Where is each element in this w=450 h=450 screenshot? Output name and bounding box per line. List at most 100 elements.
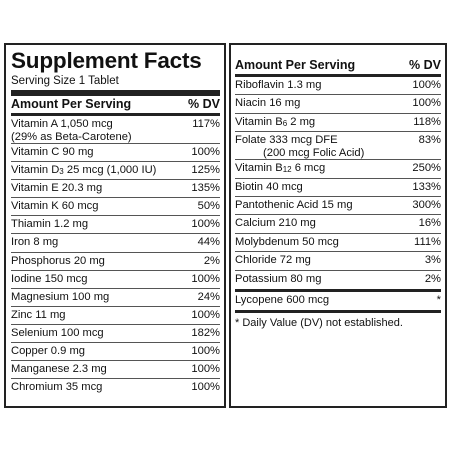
- nutrient-row: Potassium 80 mg 2%: [235, 271, 441, 289]
- nutrient-row: Chloride 72 mg 3%: [235, 252, 441, 271]
- nutrient-name-main: Biotin 40 mcg: [235, 180, 303, 193]
- nutrient-name-main: Vitamin A 1,050 mcg: [11, 118, 113, 130]
- nutrient-dv: 100%: [191, 381, 220, 394]
- nutrient-row: Selenium 100 mcg 182%: [11, 325, 220, 344]
- amount-header: Amount Per Serving % DV: [11, 96, 220, 113]
- nutrient-name: Vitamin D3 25 mcg (1,000 IU): [11, 164, 156, 177]
- nutrient-dv: 100%: [191, 345, 220, 358]
- nutrient-name: Manganese 2.3 mg: [11, 363, 107, 376]
- header-divider: [235, 74, 441, 77]
- nutrient-dv: 118%: [413, 115, 441, 128]
- nutrient-dv: 100%: [191, 272, 220, 285]
- nutrient-row: Copper 0.9 mg 100%: [11, 343, 220, 362]
- nutrient-row: Manganese 2.3 mg 100%: [11, 361, 220, 380]
- nutrient-subscript: 6: [282, 118, 288, 128]
- dv-header-label: % DV: [409, 58, 441, 72]
- nutrient-name-main: Calcium 210 mg: [235, 217, 316, 230]
- nutrient-row: Vitamin D3 25 mcg (1,000 IU) 125%: [11, 162, 220, 181]
- nutrient-dv: 50%: [197, 200, 220, 213]
- nutrient-name: Iodine 150 mcg: [11, 273, 88, 286]
- nutrient-dv: 135%: [191, 182, 220, 195]
- nutrient-name: Zinc 11 mg: [11, 309, 66, 322]
- amount-per-serving-label: Amount Per Serving: [11, 97, 132, 111]
- extra-nutrient: Lycopene 600 mcg *: [235, 292, 441, 310]
- nutrient-name-main: Molybdenum 50 mcg: [235, 235, 339, 248]
- nutrient-dv: 2%: [203, 254, 220, 267]
- nutrient-list-left: Vitamin A 1,050 mcg (29% as Beta-Carotene…: [11, 116, 220, 397]
- nutrient-name: Copper 0.9 mg: [11, 345, 85, 358]
- nutrient-name-part: Vitamin B: [235, 115, 283, 128]
- nutrient-name-main: Potassium 80 mg: [235, 272, 322, 285]
- nutrient-row: Biotin 40 mcg 133%: [235, 179, 441, 197]
- nutrient-name: Vitamin B12 6 mcg: [235, 162, 325, 175]
- nutrient-row: Pantothenic Acid 15 mg 300%: [235, 197, 441, 216]
- nutrient-dv: 250%: [412, 162, 441, 175]
- nutrient-row: Vitamin C 90 mg 100%: [11, 144, 220, 163]
- nutrient-list-right: Riboflavin 1.3 mg 100% Niacin 16 mg 100% Vit…: [235, 77, 441, 289]
- nutrient-row: Lycopene 600 mcg *: [235, 292, 441, 310]
- nutrient-name: Iron 8 mg: [11, 236, 58, 249]
- nutrient-row: Zinc 11 mg 100%: [11, 307, 220, 325]
- nutrient-row: Iron 8 mg 44%: [11, 234, 220, 253]
- nutrient-name: Lycopene 600 mcg: [235, 293, 330, 306]
- nutrient-name-main: Folate 333 mcg DFE: [235, 134, 338, 147]
- facts-title: Supplement Facts: [11, 48, 202, 73]
- nutrient-dv: 100%: [191, 363, 220, 376]
- nutrient-name-part: Vitamin D: [11, 164, 60, 177]
- nutrient-name-main: Vitamin C 90 mg: [11, 146, 94, 158]
- nutrient-name: Calcium 210 mg: [235, 217, 316, 230]
- nutrient-name-main: Selenium 100 mcg: [11, 326, 104, 339]
- nutrient-name-main: Iron 8 mg: [11, 236, 59, 249]
- supplement-facts-right-panel: Amount Per Serving % DV Riboflavin 1.3 m…: [229, 43, 447, 408]
- nutrient-name: Magnesium 100 mg: [11, 291, 109, 304]
- nutrient-name: Potassium 80 mg: [235, 273, 321, 287]
- nutrient-row: Iodine 150 mcg 100%: [11, 271, 220, 289]
- nutrient-row: Chromium 35 mcg 100%: [11, 379, 220, 397]
- nutrient-row: Phosphorus 20 mg 2%: [11, 253, 220, 271]
- nutrient-name: Selenium 100 mcg: [11, 327, 104, 340]
- nutrient-name-main: Chromium 35 mcg: [11, 381, 103, 394]
- nutrient-name-part: Vitamin B: [235, 162, 283, 175]
- section-divider: [235, 288, 441, 292]
- nutrient-name-main: Pantothenic Acid 15 mg: [235, 198, 353, 211]
- nutrient-name-main: Phosphorus 20 mg: [11, 254, 105, 267]
- nutrient-name-main: Niacin 16 mg: [235, 97, 301, 110]
- nutrient-name-main: Vitamin E 20.3 mg: [11, 182, 103, 195]
- nutrient-name-main: Chloride 72 mg: [235, 254, 311, 267]
- nutrient-name-part: 2 mg: [287, 115, 316, 128]
- supplement-facts-left-panel: Supplement Facts Serving Size 1 Tablet A…: [4, 43, 226, 408]
- nutrient-name-main: Copper 0.9 mg: [11, 345, 86, 358]
- nutrient-name-part: 6 mcg: [291, 162, 326, 175]
- amount-per-serving-label: Amount Per Serving: [235, 58, 356, 72]
- header-divider: [11, 113, 220, 116]
- nutrient-row: Molybdenum 50 mcg 111%: [235, 234, 441, 253]
- nutrient-row: Folate 333 mcg DFE (200 mcg Folic Acid) 83…: [235, 132, 441, 161]
- nutrient-name: Phosphorus 20 mg: [11, 255, 105, 268]
- nutrient-subscript: 12: [282, 165, 292, 175]
- nutrient-row: Magnesium 100 mg 24%: [11, 289, 220, 307]
- nutrient-name: Vitamin E 20.3 mg: [11, 182, 102, 195]
- serving-size: Serving Size 1 Tablet: [11, 75, 119, 87]
- nutrient-name-main: Magnesium 100 mg: [11, 290, 110, 303]
- nutrient-name: Chromium 35 mcg: [11, 381, 102, 395]
- nutrient-name-main: Iodine 150 mcg: [11, 272, 88, 285]
- nutrient-row: Vitamin B12 6 mcg 250%: [235, 160, 441, 179]
- nutrient-name: Chloride 72 mg: [235, 254, 311, 267]
- nutrient-dv: 83%: [418, 134, 441, 147]
- amount-header: Amount Per Serving % DV: [235, 57, 441, 74]
- nutrient-name-main: Zinc 11 mg: [11, 308, 66, 321]
- nutrient-name-part: 25 mcg (1,000 IU): [63, 164, 157, 177]
- nutrient-row: Vitamin A 1,050 mcg (29% as Beta-Carotene…: [11, 116, 220, 144]
- nutrient-row: Vitamin K 60 mcg 50%: [11, 198, 220, 217]
- nutrient-name: Niacin 16 mg: [235, 97, 300, 110]
- nutrient-row: Calcium 210 mg 16%: [235, 215, 441, 234]
- nutrient-dv: *: [436, 293, 441, 306]
- nutrient-dv: 133%: [412, 180, 441, 193]
- nutrient-subscript: 3: [59, 167, 64, 177]
- nutrient-name-main: Manganese 2.3 mg: [11, 363, 107, 376]
- nutrient-sub-note: (200 mcg Folic Acid): [263, 147, 365, 160]
- nutrient-dv: 182%: [191, 326, 220, 339]
- nutrient-dv: 24%: [197, 290, 220, 303]
- nutrient-dv: 2%: [424, 272, 441, 285]
- nutrient-name: Folate 333 mcg DFE (200 mcg Folic Acid): [235, 134, 365, 160]
